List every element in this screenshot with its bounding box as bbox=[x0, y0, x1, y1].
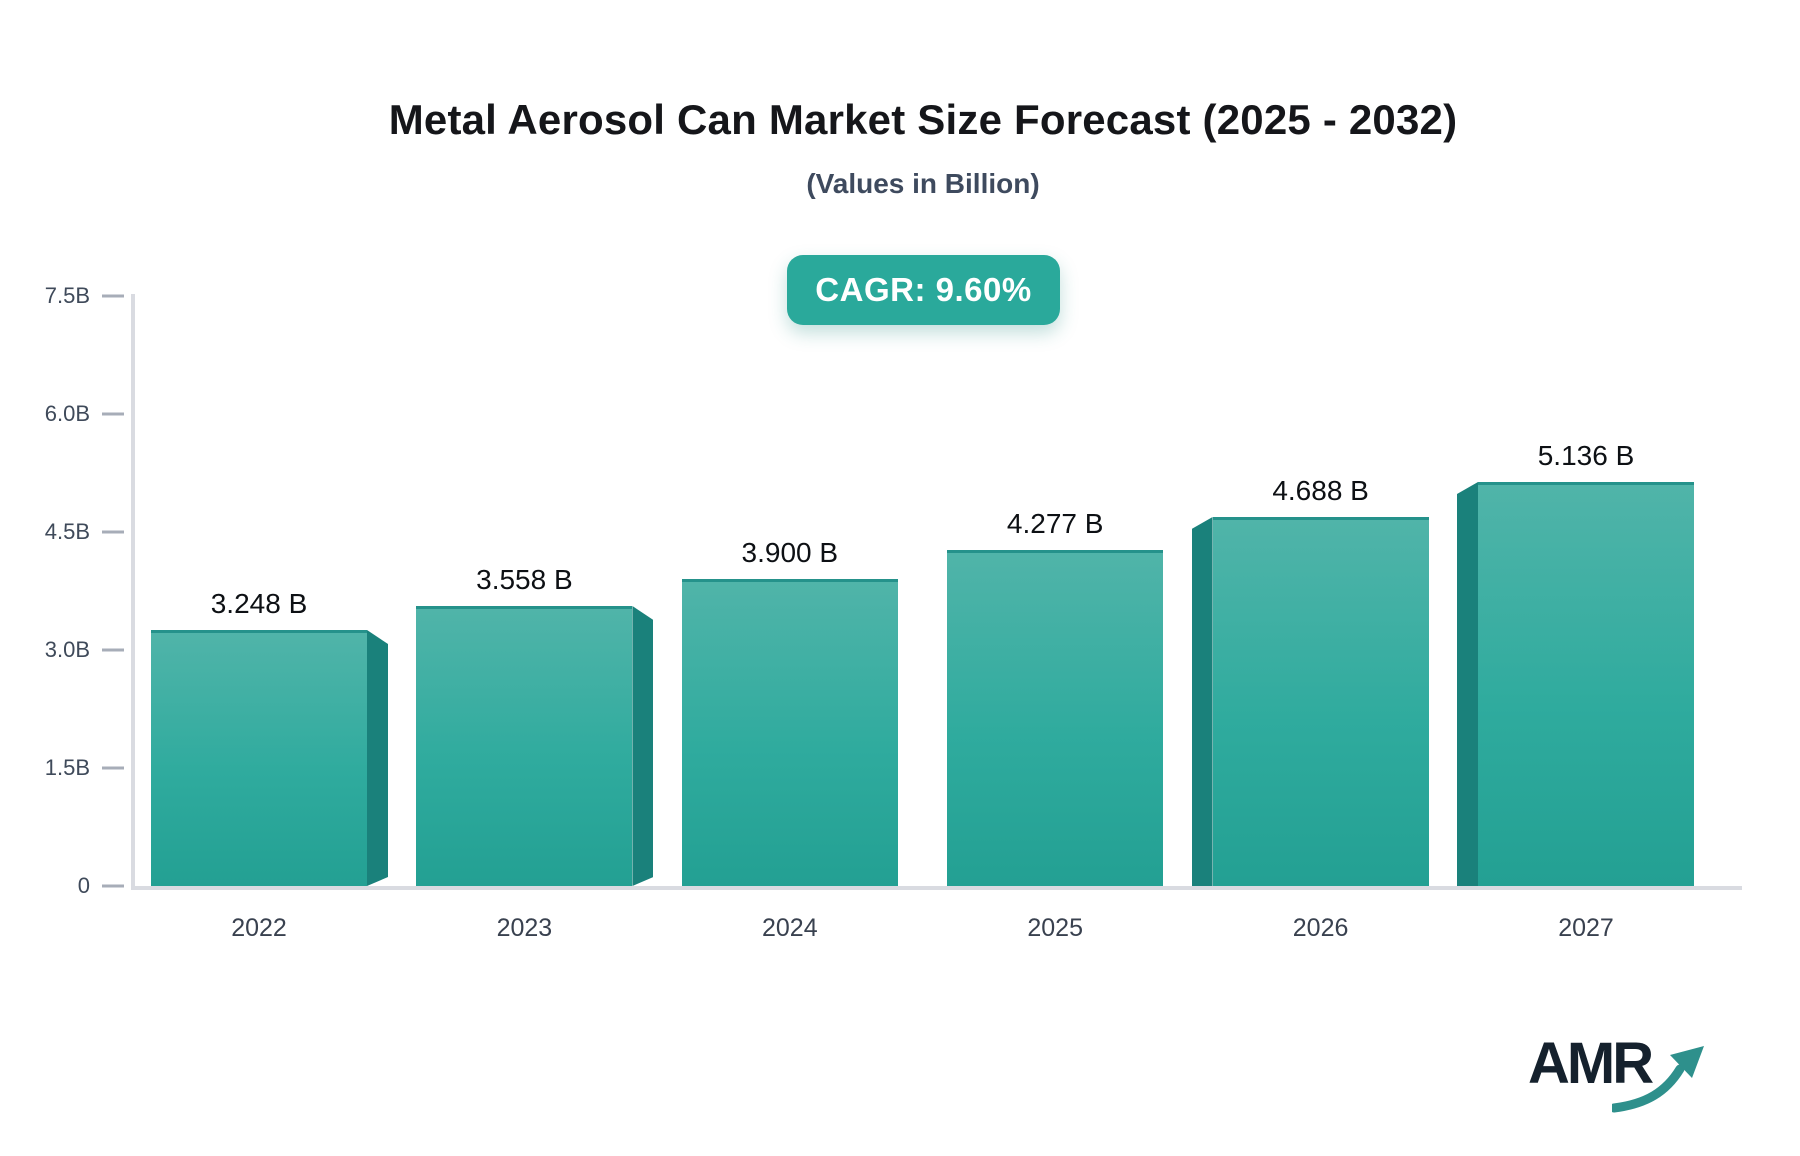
bar-2024 bbox=[681, 579, 898, 886]
bar-value-label: 4.277 B bbox=[1006, 508, 1104, 539]
growth-arrow-icon bbox=[1612, 1046, 1704, 1113]
x-axis-label: 2024 bbox=[761, 914, 818, 942]
y-axis-tick-label: 3.0B bbox=[44, 637, 90, 662]
y-axis-tick-dash bbox=[102, 648, 124, 652]
x-axis-line bbox=[131, 886, 1742, 890]
chart-title: Metal Aerosol Can Market Size Forecast (… bbox=[388, 96, 1458, 143]
bar-side-bevel bbox=[1457, 482, 1478, 886]
bar-2025 bbox=[947, 550, 1164, 886]
cagr-badge: CAGR: 9.60% bbox=[787, 255, 1060, 325]
bar-side-bevel bbox=[367, 630, 388, 886]
y-axis-tick-dash bbox=[102, 530, 124, 534]
bar-2027 bbox=[1478, 482, 1694, 886]
bar-side-bevel bbox=[632, 606, 653, 886]
bar-value-label: 5.136 B bbox=[1537, 440, 1635, 471]
y-axis-tick-label: 0 bbox=[77, 873, 90, 898]
x-axis-label: 2027 bbox=[1558, 914, 1614, 942]
y-axis-tick-dash bbox=[102, 884, 124, 888]
y-axis-tick-dash bbox=[102, 294, 124, 298]
x-axis-label: 2026 bbox=[1292, 914, 1349, 942]
amr-logo: AMR bbox=[1528, 1030, 1738, 1120]
y-axis-tick-label: 7.5B bbox=[44, 283, 90, 308]
x-axis-label: 2025 bbox=[1027, 914, 1083, 942]
y-axis-line bbox=[131, 294, 135, 890]
x-axis-label: 2022 bbox=[231, 914, 287, 942]
bar-2026 bbox=[1212, 517, 1429, 886]
logo-text: AMR bbox=[1528, 1031, 1654, 1096]
bar-2023 bbox=[416, 606, 633, 886]
y-axis-tick-dash bbox=[102, 766, 124, 770]
y-axis-tick-label: 6.0B bbox=[44, 401, 90, 426]
x-axis-label: 2023 bbox=[496, 914, 553, 942]
bar-value-label: 3.558 B bbox=[476, 564, 573, 595]
bar-side-bevel bbox=[1191, 517, 1213, 886]
bar-2022 bbox=[151, 630, 367, 886]
chart-subtitle: (Values in Billion) bbox=[806, 168, 1040, 199]
y-axis-tick-label: 4.5B bbox=[44, 519, 90, 544]
y-axis-tick-label: 1.5B bbox=[44, 755, 90, 780]
bar-value-label: 3.900 B bbox=[741, 537, 839, 568]
bar-value-label: 4.688 B bbox=[1272, 475, 1369, 506]
bar-value-label: 3.248 B bbox=[210, 588, 308, 619]
y-axis-tick-dash bbox=[102, 412, 124, 416]
